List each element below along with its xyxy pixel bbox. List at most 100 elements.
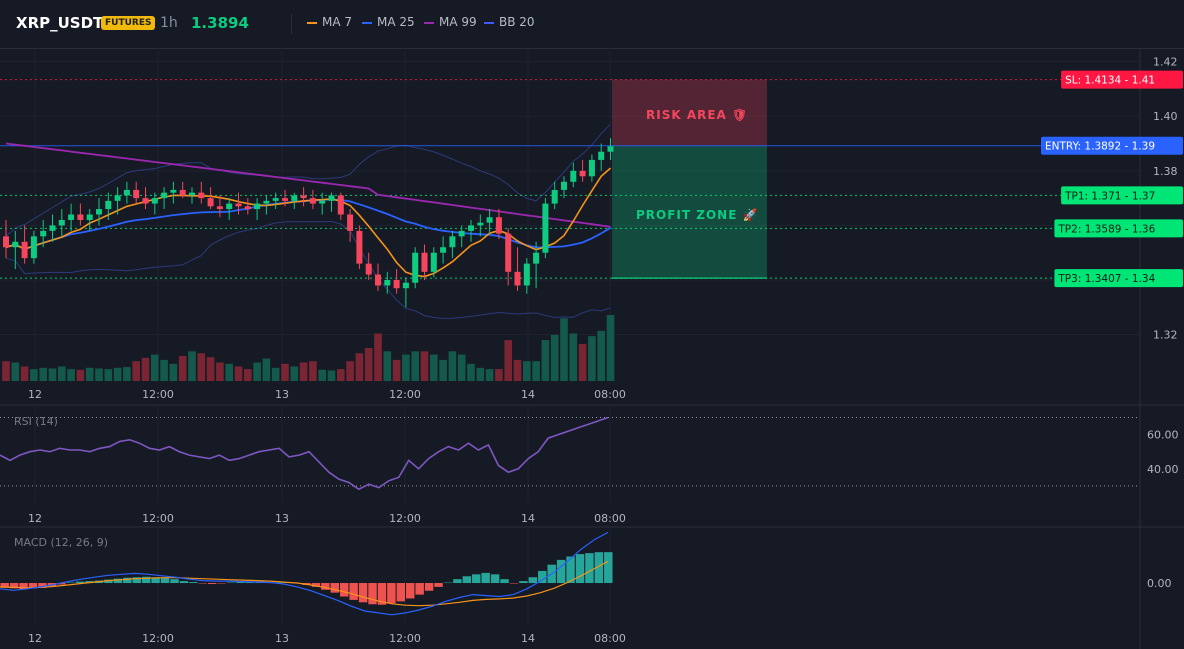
candle-body — [570, 170, 577, 182]
candle-body — [123, 189, 130, 196]
level-label-text-tp: TP2: 1.3589 - 1.36 — [1057, 223, 1155, 235]
candle-body — [542, 203, 549, 253]
candle-body — [495, 217, 502, 234]
candle-body — [523, 263, 530, 286]
candle-body — [58, 219, 65, 226]
macd-histogram-bar — [424, 583, 434, 591]
time-tick-label: 13 — [275, 388, 289, 401]
macd-histogram-bar — [75, 581, 85, 584]
ma99-line — [5, 142, 611, 228]
legend-ma99[interactable]: MA 99 — [424, 15, 477, 29]
macd-histogram-bar — [19, 583, 28, 590]
time-tick-label: 12:00 — [142, 388, 174, 401]
ma7-line — [5, 167, 612, 278]
volume-bar — [299, 362, 308, 381]
macd-histogram-bar — [170, 579, 179, 584]
legend-ma7[interactable]: MA 7 — [307, 15, 352, 29]
volume-bar — [290, 366, 299, 381]
legend-ma25[interactable]: MA 25 — [362, 15, 415, 29]
rsi-pane: 40.00 60.00 — [0, 416, 1179, 491]
legend-ma7-swatch — [307, 21, 317, 24]
volume-bar — [262, 358, 271, 381]
macd-histogram-bar — [566, 556, 575, 584]
candle-body — [561, 181, 567, 190]
volume-bar — [85, 367, 94, 381]
level-label-text-tp: TP1: 1.371 - 1.37 — [1064, 190, 1155, 202]
candle-body — [449, 236, 456, 248]
volume-bar — [113, 367, 122, 381]
level-labels: SL: 1.4134 - 1.41 ENTRY: 1.3892 - 1.39 TP1… — [1041, 70, 1183, 288]
volume-bar — [560, 318, 568, 381]
macd-histogram-bar — [113, 578, 123, 584]
volume-bar — [11, 362, 20, 381]
candle-body — [151, 198, 158, 204]
volume-bar — [76, 369, 85, 381]
macd-histogram-bar — [387, 583, 396, 604]
volume-bar — [104, 369, 113, 381]
volume-bar — [420, 351, 429, 381]
time-tick-label: 13 — [275, 632, 289, 645]
volume-bar — [197, 353, 206, 381]
macd-histogram-bar — [472, 574, 481, 584]
price-tick-label: 1.32 — [1153, 329, 1178, 342]
candle-body — [3, 236, 9, 248]
candle-body — [216, 206, 223, 210]
volume-bar — [457, 354, 466, 381]
macd-histogram-bar — [528, 577, 538, 584]
macd-histogram-bar — [57, 583, 66, 585]
candle-body — [607, 146, 614, 152]
candle-body — [114, 195, 121, 201]
volume-bar — [337, 369, 345, 381]
time-tick-label: 12:00 — [142, 632, 174, 645]
candle-body — [468, 225, 474, 231]
volume-bar — [355, 353, 364, 381]
volume-bar — [485, 369, 494, 381]
candle-body — [21, 241, 28, 259]
candle-body — [551, 189, 558, 204]
macd-histogram-bar — [340, 583, 349, 597]
time-tick-label: 08:00 — [594, 632, 626, 645]
candle-body — [254, 203, 261, 210]
level-label-box-entry — [1041, 136, 1183, 155]
candle-body — [393, 280, 400, 289]
candle-body — [49, 225, 56, 231]
candle-body — [291, 195, 298, 201]
candle-body — [514, 271, 521, 286]
macd-histogram-bar — [481, 572, 490, 584]
macd-histogram-bar — [538, 570, 547, 584]
trade-zones — [612, 79, 767, 279]
candle-body — [170, 189, 177, 193]
macd-histogram-bar — [330, 583, 340, 593]
macd-tick-label: 0.00 — [1147, 577, 1172, 590]
candle-body — [412, 252, 419, 283]
rsi-title: RSI (14) — [14, 415, 58, 428]
macd-histogram-bar — [160, 577, 170, 584]
bollinger-lower — [5, 220, 611, 319]
volume-bar — [402, 354, 410, 381]
volume-bar — [606, 315, 615, 381]
volume-bar — [504, 340, 512, 381]
level-label-box-tp — [1054, 269, 1183, 288]
legend-bb20[interactable]: BB 20 — [484, 15, 535, 29]
volume-bar — [216, 362, 224, 381]
candle-body — [198, 192, 205, 199]
profit-zone — [612, 145, 767, 279]
rsi-tick-label: 60.00 — [1147, 429, 1179, 442]
time-tick-label: 12:00 — [389, 388, 421, 401]
candle-body — [384, 280, 391, 286]
candle-body — [77, 214, 84, 220]
timeframe-selector[interactable]: 1h — [160, 15, 178, 31]
candle-body — [272, 198, 279, 201]
volume-bar — [467, 363, 475, 381]
macd-histogram-bar — [415, 583, 424, 595]
volume-bar — [309, 361, 317, 381]
candle-body — [96, 209, 102, 215]
time-tick-label: 12 — [28, 632, 42, 645]
macd-histogram-bar — [9, 583, 19, 589]
time-axis-ticks: 12 12:00 13 12:00 14 08:00 12 12:00 13 12:00 14 08:… — [28, 388, 626, 645]
macd-histogram-bar — [434, 583, 443, 587]
symbol-title[interactable]: XRP_USDT — [16, 14, 104, 32]
level-label-box-tp — [1061, 186, 1183, 205]
macd-histogram-bar — [604, 552, 613, 584]
